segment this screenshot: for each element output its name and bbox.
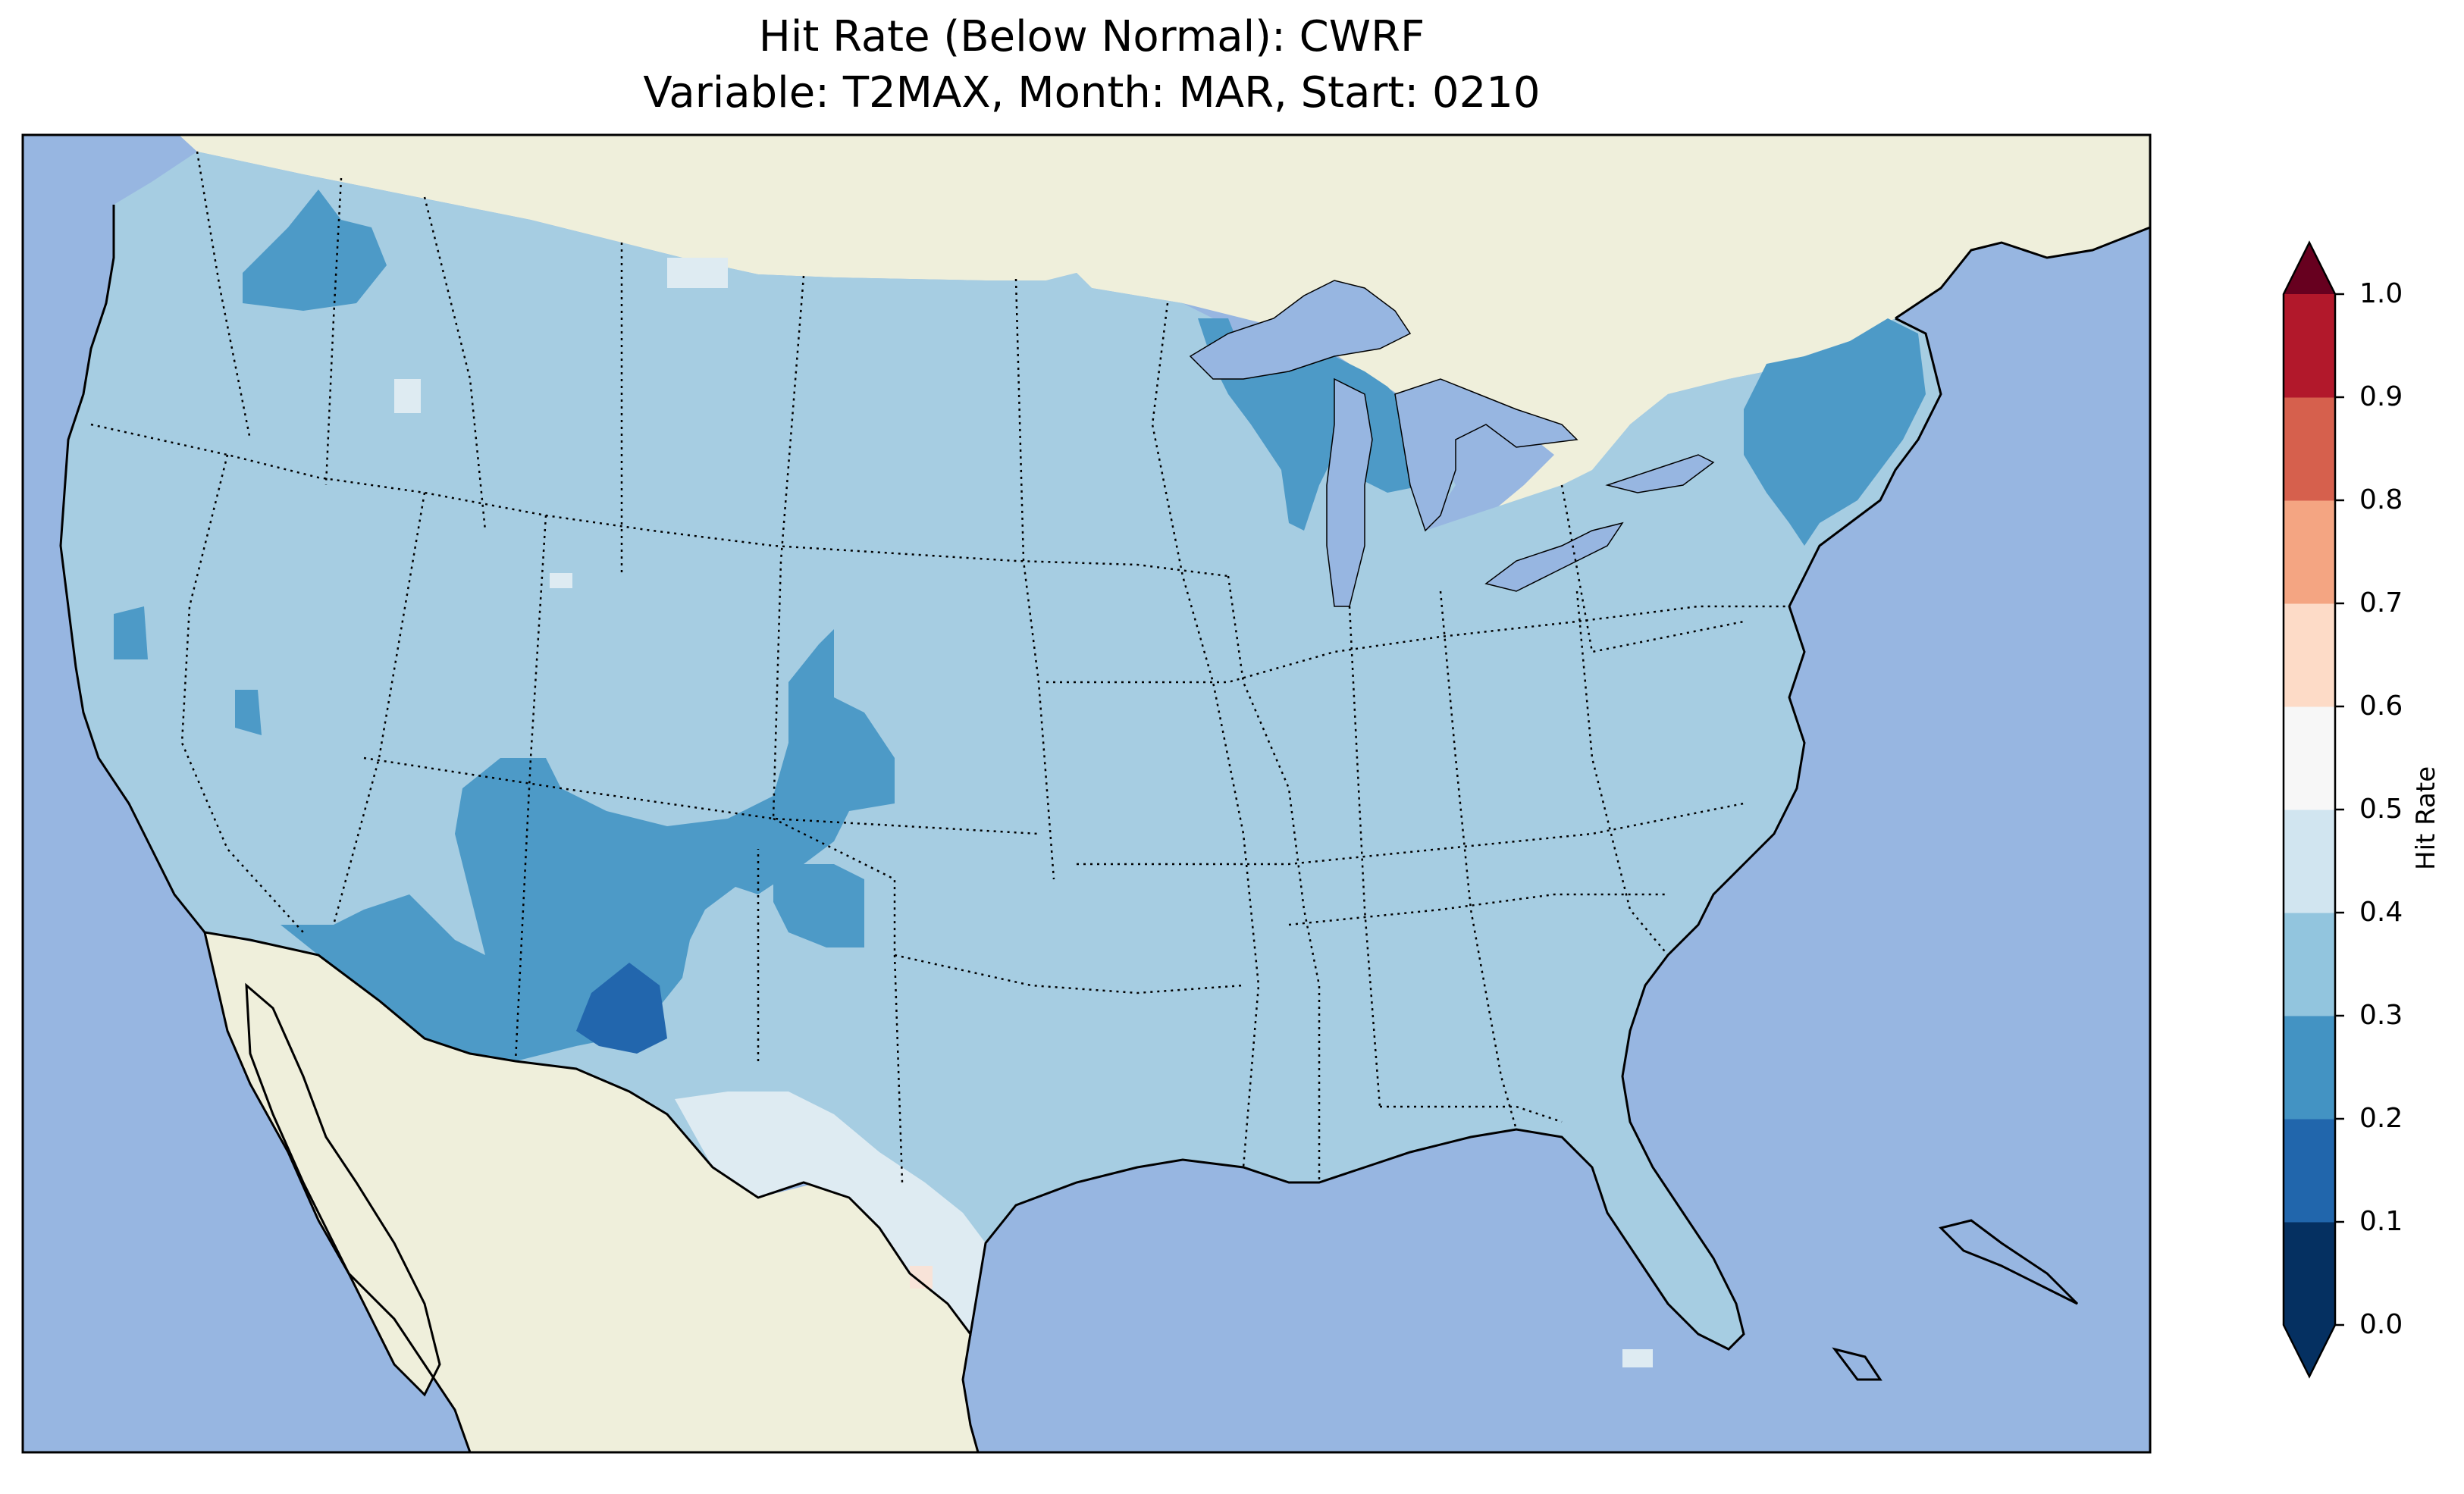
state-borders	[90, 151, 1789, 1183]
map-title-line1: Hit Rate (Below Normal): CWRF	[758, 12, 1425, 61]
nevada-hit-rate-0.2-0.3	[235, 690, 262, 735]
map-frame	[21, 133, 2152, 1454]
colorbar-tick-label: 0.9	[2359, 381, 2403, 412]
northern-california-hit-rate-0.2-0.3	[114, 606, 148, 659]
new-mexico-hit-rate-0.1-0.2	[576, 963, 667, 1054]
colorbar-extend-bottom	[2284, 1325, 2335, 1377]
colorbar-segment	[2284, 294, 2335, 398]
texas-hit-rate-0.4-0.5	[675, 1092, 986, 1334]
colorbar-segment	[2284, 1119, 2335, 1223]
oklahoma-hit-rate-0.2-0.3	[773, 864, 864, 947]
colorbar-segment	[2284, 913, 2335, 1016]
colorbar-tick-label: 0.4	[2359, 897, 2403, 928]
colorbar-segment	[2284, 1222, 2335, 1326]
colorbar-segment	[2284, 500, 2335, 604]
coastline	[59, 205, 2151, 1453]
great-lakes	[1189, 280, 1715, 607]
washington-hit-rate-0.2-0.3	[243, 189, 387, 311]
colorbar-tick-label: 0.3	[2359, 1000, 2403, 1031]
colorbar-tick-label: 1.0	[2359, 278, 2403, 309]
map-title-line2: Variable: T2MAX, Month: MAR, Start: 0210	[643, 68, 1541, 117]
canada-land	[179, 135, 2150, 576]
colorbar-tick-label: 0.7	[2359, 587, 2403, 619]
colorbar-segment	[2284, 810, 2335, 913]
colorbar-tick-label: 0.8	[2359, 484, 2403, 515]
colorbar-tick-label: 0.0	[2359, 1309, 2403, 1340]
colorbar-segment	[2284, 1016, 2335, 1120]
wyoming-hit-rate-0.4-0.5	[550, 573, 572, 588]
colorbar-tick-label: 0.2	[2359, 1103, 2403, 1134]
colorbar-extend-top	[2284, 243, 2335, 294]
colorbar-segment	[2284, 397, 2335, 501]
colorbar-tick-label: 0.1	[2359, 1206, 2403, 1237]
colorbar-segment	[2284, 706, 2335, 810]
colorbar-tick-label: 0.5	[2359, 794, 2403, 825]
idaho-hit-rate-0.4-0.5	[394, 379, 421, 413]
colorbar-tick-label: 0.6	[2359, 691, 2403, 722]
colorbar-label: Hit Rate	[2411, 766, 2441, 870]
mexico-land	[205, 932, 978, 1452]
colorbar	[2282, 240, 2344, 1379]
florida-keys-hit-rate-0.4-0.5	[1622, 1349, 1653, 1367]
montana-hit-rate-0.4-0.5	[667, 258, 728, 288]
new-england-hit-rate-0.2-0.3	[1744, 318, 1926, 546]
colorbar-segment	[2284, 603, 2335, 707]
southwest-hit-rate-0.2-0.3	[281, 629, 895, 1061]
